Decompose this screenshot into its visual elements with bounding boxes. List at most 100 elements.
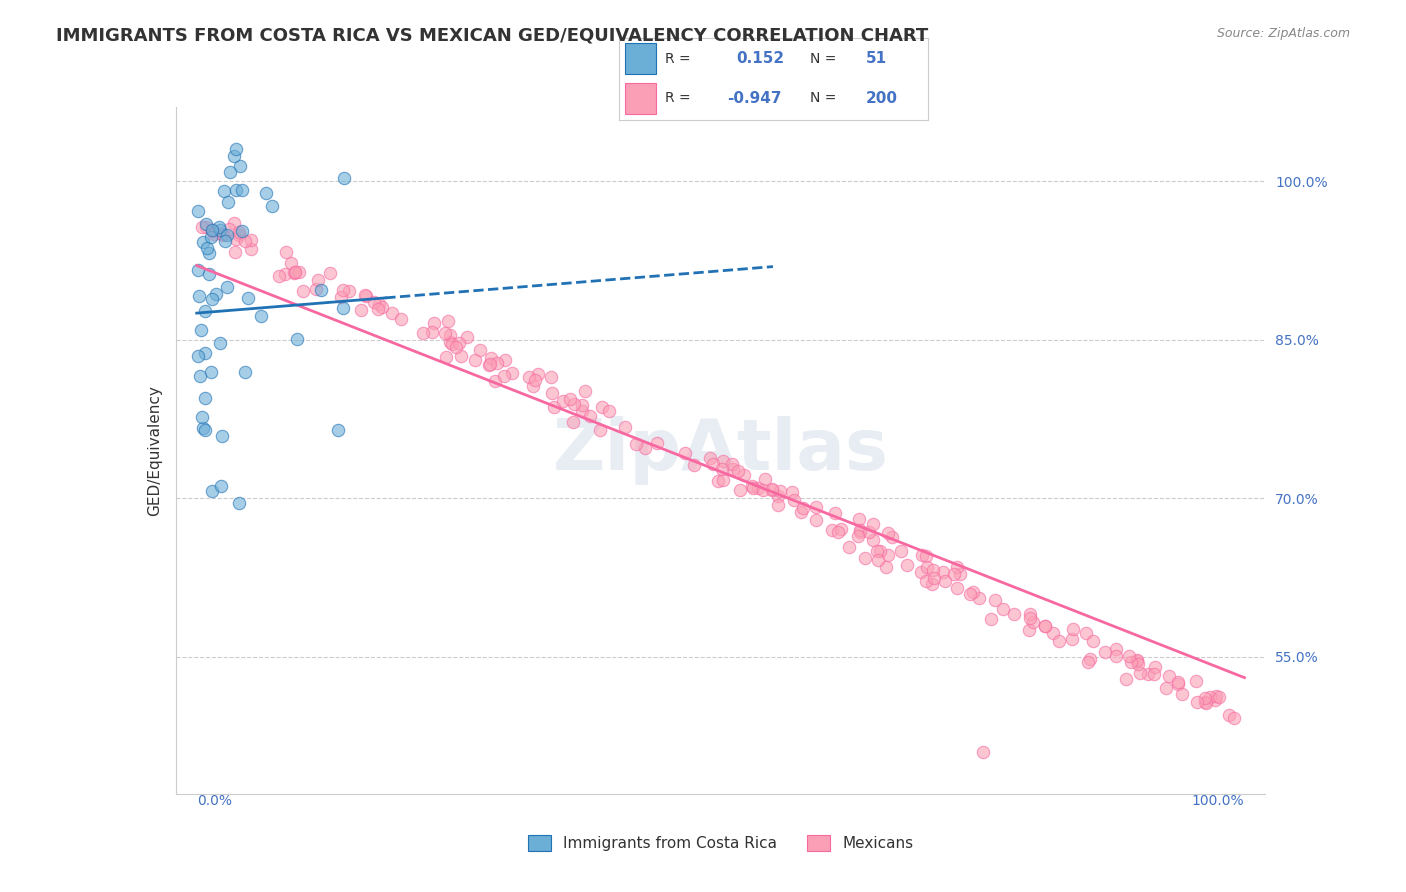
Point xyxy=(434,326,457,340)
Point xyxy=(381,306,404,320)
Point xyxy=(217,194,239,209)
Point xyxy=(634,441,657,455)
Point xyxy=(191,409,214,424)
Point xyxy=(218,164,240,178)
Point xyxy=(195,241,218,255)
Point xyxy=(853,551,876,566)
Point xyxy=(501,366,523,380)
Point xyxy=(456,330,478,344)
Point xyxy=(354,288,377,302)
Point xyxy=(307,273,329,287)
Point xyxy=(250,309,273,323)
Point xyxy=(790,506,813,520)
Point xyxy=(877,526,900,541)
Point xyxy=(562,397,585,411)
Point xyxy=(1137,667,1160,681)
Text: 200: 200 xyxy=(866,91,898,106)
Text: N =: N = xyxy=(810,91,837,105)
Point xyxy=(1121,655,1143,669)
Point xyxy=(1167,675,1189,690)
Point xyxy=(187,263,209,277)
Point xyxy=(363,294,385,309)
Point xyxy=(1167,677,1189,691)
Point xyxy=(191,220,214,235)
Point xyxy=(1208,690,1230,704)
Point xyxy=(849,523,872,537)
Point xyxy=(562,415,585,429)
Point xyxy=(187,289,209,303)
Text: IMMIGRANTS FROM COSTA RICA VS MEXICAN GED/EQUIVALENCY CORRELATION CHART: IMMIGRANTS FROM COSTA RICA VS MEXICAN GE… xyxy=(56,27,928,45)
Point xyxy=(436,314,458,328)
Point xyxy=(195,219,218,234)
Point xyxy=(332,171,354,186)
Point xyxy=(274,268,297,282)
Point xyxy=(747,482,769,496)
Point xyxy=(198,267,221,281)
Point xyxy=(1171,687,1194,701)
Point xyxy=(910,565,932,579)
Point xyxy=(543,401,565,415)
Point xyxy=(571,403,593,417)
Point xyxy=(742,481,765,495)
Point xyxy=(932,565,955,579)
Point xyxy=(201,222,224,236)
Point xyxy=(1105,649,1128,664)
Point xyxy=(1019,607,1042,621)
Point xyxy=(614,420,637,434)
Point xyxy=(439,335,461,350)
Point xyxy=(284,264,307,278)
Point xyxy=(187,349,209,363)
Point xyxy=(942,566,965,581)
Point xyxy=(682,458,704,472)
Point xyxy=(217,280,239,294)
Point xyxy=(201,223,224,237)
Point xyxy=(201,224,224,238)
Text: N =: N = xyxy=(810,52,837,66)
Point xyxy=(233,365,256,379)
Point xyxy=(1194,695,1216,709)
Point xyxy=(209,336,232,351)
Point xyxy=(983,593,1005,607)
Point xyxy=(1076,626,1098,640)
Point xyxy=(231,224,253,238)
Point xyxy=(193,235,215,249)
Point xyxy=(877,548,900,562)
Point xyxy=(768,490,790,504)
Point xyxy=(1142,667,1164,681)
Point xyxy=(524,373,547,387)
Point xyxy=(1126,654,1149,668)
Point xyxy=(1154,681,1177,696)
Point xyxy=(389,312,412,326)
Point xyxy=(191,421,214,435)
Point xyxy=(875,560,897,574)
Point xyxy=(1018,624,1040,638)
Point xyxy=(579,409,602,424)
Point xyxy=(284,265,307,279)
Point xyxy=(645,436,668,450)
Point xyxy=(972,745,994,759)
Point xyxy=(1194,691,1216,706)
Point xyxy=(591,401,613,415)
Point xyxy=(517,370,540,384)
Point xyxy=(1022,615,1045,630)
Point xyxy=(824,506,846,520)
Point xyxy=(558,392,581,406)
Point xyxy=(205,286,228,301)
Point xyxy=(1195,697,1218,711)
Point xyxy=(769,484,792,499)
Point xyxy=(589,423,612,437)
Point xyxy=(479,351,502,365)
Point xyxy=(896,558,918,572)
Point xyxy=(200,230,222,244)
Text: 51: 51 xyxy=(866,52,887,66)
Point xyxy=(1204,693,1226,707)
Point xyxy=(201,483,224,498)
Point xyxy=(202,227,225,241)
Point xyxy=(821,523,844,537)
Point xyxy=(673,446,696,460)
Point xyxy=(849,524,872,539)
Point xyxy=(848,512,870,526)
Point xyxy=(733,467,755,482)
Point xyxy=(846,529,869,543)
Point xyxy=(1205,689,1227,703)
